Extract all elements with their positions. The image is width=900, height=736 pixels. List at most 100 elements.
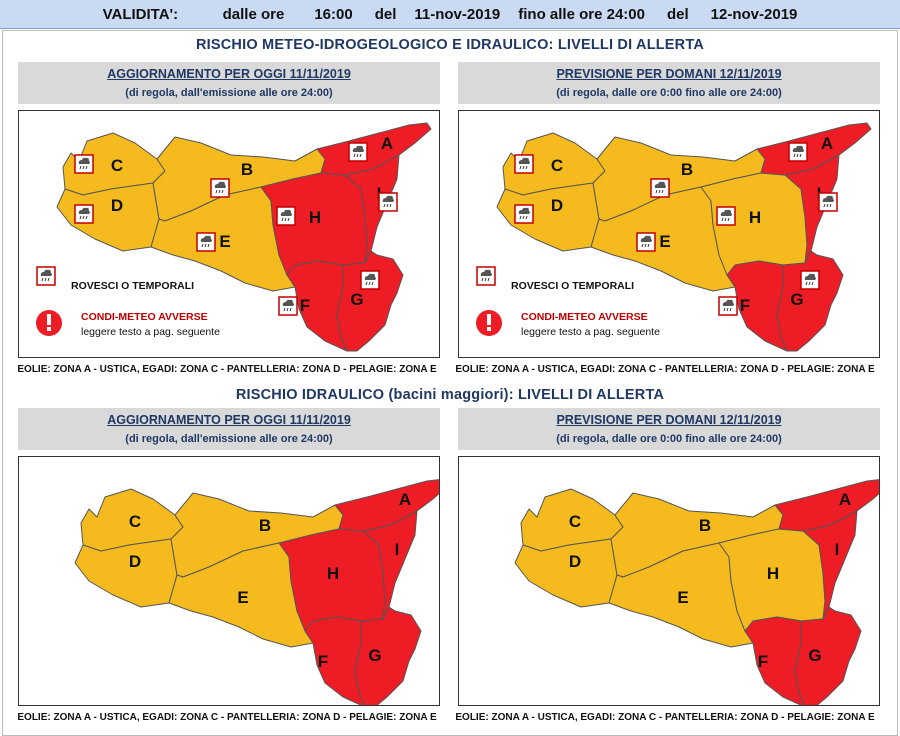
panel-subtitle-tomorrow: (di regola, dalle ore 0:00 fino alle ore… bbox=[556, 433, 782, 445]
zone-d bbox=[514, 538, 618, 608]
storm-icon bbox=[476, 266, 496, 286]
validity-to-date: 12-nov-2019 bbox=[710, 5, 798, 23]
zone-label-f: F bbox=[758, 652, 768, 671]
storm-icon bbox=[788, 142, 808, 162]
storm-icon bbox=[800, 270, 820, 290]
zone-d bbox=[74, 538, 178, 608]
legend-read-text: leggere testo a pag. seguente bbox=[521, 326, 660, 338]
zone-label-d: D bbox=[111, 196, 123, 215]
storm-icon bbox=[636, 232, 656, 252]
storm-icon bbox=[278, 296, 298, 316]
map-hydraulic-tomorrow: C D B E H A I F G bbox=[458, 456, 880, 706]
zone-d bbox=[496, 182, 600, 252]
validity-del-1: del bbox=[374, 5, 397, 23]
zone-label-b: B bbox=[259, 516, 271, 535]
zone-g bbox=[776, 250, 844, 352]
map-meteo-tomorrow: CDBEHAIFGROVESCI O TEMPORALICONDI-METEO … bbox=[458, 110, 880, 358]
zone-label-d: D bbox=[551, 196, 563, 215]
zone-label-g: G bbox=[350, 290, 363, 309]
zone-g bbox=[354, 606, 422, 705]
zone-label-f: F bbox=[300, 296, 310, 315]
panel-title-tomorrow: PREVISIONE PER DOMANI 12/11/2019 bbox=[556, 67, 782, 81]
section-title-hydraulic: RISCHIO IDRAULICO (bacini maggiori): LIV… bbox=[235, 387, 665, 403]
storm-icon bbox=[74, 154, 94, 174]
panel-title-today: AGGIORNAMENTO PER OGGI 11/11/2019 bbox=[107, 413, 351, 427]
zone-label-d: D bbox=[569, 552, 581, 571]
zone-label-b: B bbox=[681, 160, 693, 179]
islands-footnote: EOLIE: ZONA A - USTICA, EGADI: ZONA C - … bbox=[455, 712, 875, 723]
zone-a bbox=[316, 122, 432, 176]
warning-icon bbox=[36, 310, 62, 336]
zone-i bbox=[362, 510, 418, 620]
legend: ROVESCI O TEMPORALI CONDI-METEO AVVERSE le… bbox=[36, 266, 220, 338]
legend-read-text: leggere testo a pag. seguente bbox=[81, 326, 220, 338]
panel-title-today: AGGIORNAMENTO PER OGGI 11/11/2019 bbox=[107, 67, 351, 81]
zone-a bbox=[774, 479, 879, 532]
storm-icon bbox=[74, 204, 94, 224]
panel-title-tomorrow: PREVISIONE PER DOMANI 12/11/2019 bbox=[556, 413, 782, 427]
storm-icon bbox=[818, 192, 838, 212]
islands-footnote: EOLIE: ZONA A - USTICA, EGADI: ZONA C - … bbox=[17, 364, 437, 375]
zone-g bbox=[336, 250, 404, 352]
storm-icon bbox=[378, 192, 398, 212]
zone-label-a: A bbox=[821, 134, 833, 153]
legend-adverse-label: CONDI-METEO AVVERSE bbox=[81, 311, 208, 323]
validity-del-2: del bbox=[666, 5, 689, 23]
zone-label-g: G bbox=[808, 646, 821, 665]
zone-label-c: C bbox=[129, 512, 141, 531]
validity-from-word: dalle ore bbox=[222, 5, 285, 23]
zone-label-g: G bbox=[790, 290, 803, 309]
zone-label-e: E bbox=[237, 588, 248, 607]
validity-from-time: 16:00 bbox=[314, 5, 353, 23]
zone-label-c: C bbox=[569, 512, 581, 531]
storm-icon bbox=[514, 154, 534, 174]
panel-header-tomorrow-2: PREVISIONE PER DOMANI 12/11/2019 (di reg… bbox=[458, 408, 880, 450]
storm-icon bbox=[650, 178, 670, 198]
zone-label-i: I bbox=[835, 540, 840, 559]
zone-label-d: D bbox=[129, 552, 141, 571]
storm-icon bbox=[276, 206, 296, 226]
zone-i bbox=[344, 154, 400, 264]
zone-i bbox=[784, 154, 840, 264]
panel-header-tomorrow-1: PREVISIONE PER DOMANI 12/11/2019 (di reg… bbox=[458, 62, 880, 104]
zone-d bbox=[56, 182, 160, 252]
islands-footnote: EOLIE: ZONA A - USTICA, EGADI: ZONA C - … bbox=[17, 712, 437, 723]
panel-header-today-2: AGGIORNAMENTO PER OGGI 11/11/2019 (di re… bbox=[18, 408, 440, 450]
zone-label-g: G bbox=[368, 646, 381, 665]
panel-subtitle-today: (di regola, dall'emissione alle ore 24:0… bbox=[125, 87, 333, 99]
legend: ROVESCI O TEMPORALI CONDI-METEO AVVERSE le… bbox=[476, 266, 660, 338]
zone-label-h: H bbox=[309, 208, 321, 227]
storm-icon bbox=[514, 204, 534, 224]
zone-i bbox=[802, 510, 858, 620]
zone-a bbox=[756, 122, 872, 176]
zone-label-b: B bbox=[241, 160, 253, 179]
zone-label-a: A bbox=[381, 134, 393, 153]
zone-label-f: F bbox=[318, 652, 328, 671]
storm-icon bbox=[716, 206, 736, 226]
validity-from-date: 11-nov-2019 bbox=[414, 5, 501, 23]
zone-label-i: I bbox=[395, 540, 400, 559]
zone-label-f: F bbox=[740, 296, 750, 315]
storm-icon bbox=[36, 266, 56, 286]
zone-f bbox=[304, 616, 365, 705]
islands-footnote: EOLIE: ZONA A - USTICA, EGADI: ZONA C - … bbox=[455, 364, 875, 375]
storm-icon bbox=[196, 232, 216, 252]
panel-subtitle-today: (di regola, dall'emissione alle ore 24:0… bbox=[125, 433, 333, 445]
warning-icon bbox=[476, 310, 502, 336]
zone-label-a: A bbox=[839, 490, 851, 509]
storm-icon bbox=[348, 142, 368, 162]
zone-label-c: C bbox=[551, 156, 563, 175]
storm-icon bbox=[210, 178, 230, 198]
zone-label-e: E bbox=[677, 588, 688, 607]
legend-storms-label: ROVESCI O TEMPORALI bbox=[511, 280, 634, 292]
section-title-meteo: RISCHIO METEO-IDROGEOLOGICO E IDRAULICO:… bbox=[195, 37, 704, 53]
validity-bar: VALIDITA': dalle ore 16:00 del 11-nov-20… bbox=[0, 0, 900, 29]
validity-label: VALIDITA': bbox=[102, 5, 179, 23]
zone-label-h: H bbox=[327, 564, 339, 583]
zone-label-a: A bbox=[399, 490, 411, 509]
zone-a bbox=[334, 479, 439, 532]
panel-subtitle-tomorrow: (di regola, dalle ore 0:00 fino alle ore… bbox=[556, 87, 782, 99]
zone-label-b: B bbox=[699, 516, 711, 535]
zone-label-e: E bbox=[219, 232, 230, 251]
zone-g bbox=[794, 606, 862, 705]
